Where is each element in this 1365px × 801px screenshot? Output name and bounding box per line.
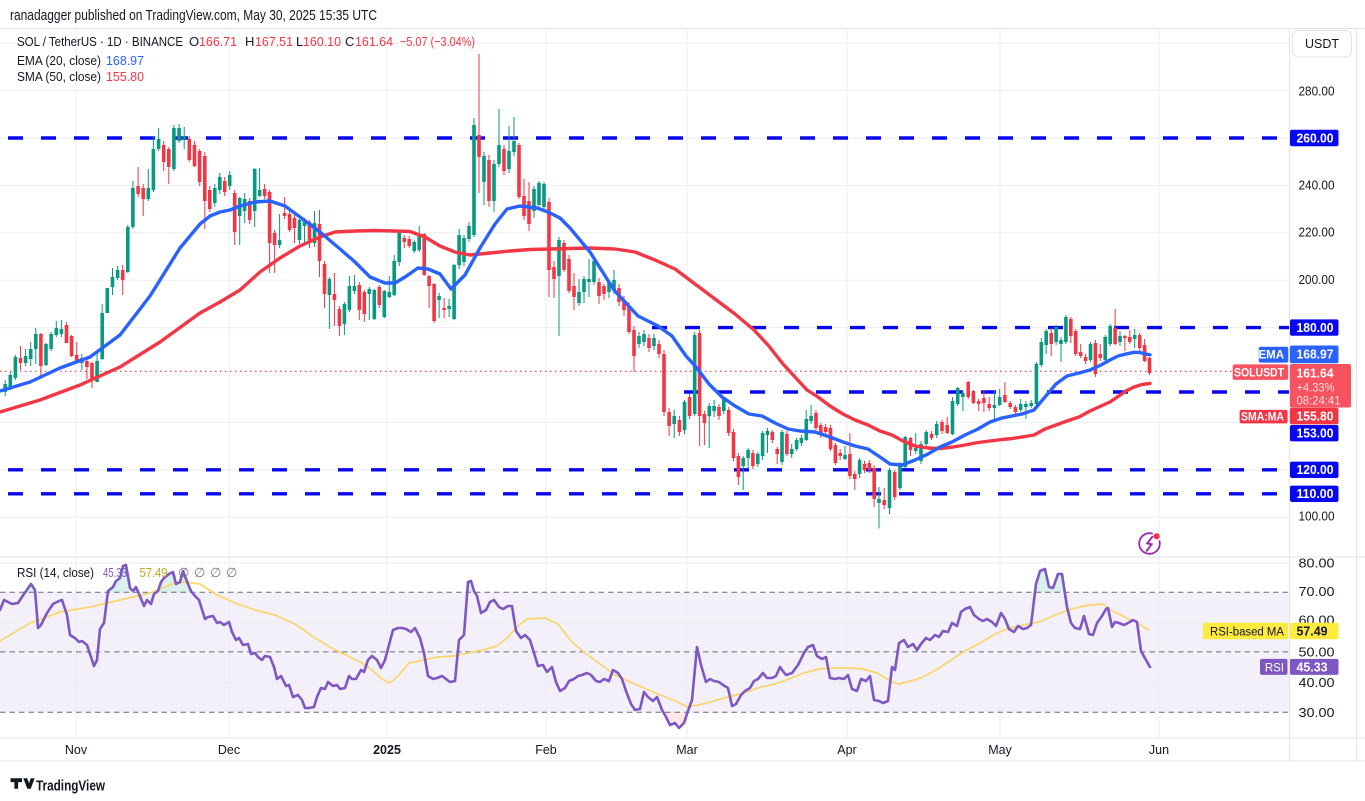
svg-text:120.00: 120.00: [1297, 463, 1334, 477]
svg-text:161.64: 161.64: [1297, 367, 1334, 381]
svg-text:80.00: 80.00: [1299, 557, 1335, 571]
svg-text:240.00: 240.00: [1299, 179, 1335, 193]
svg-text:TradingView: TradingView: [36, 779, 106, 795]
svg-text:−5.07 (−3.04%): −5.07 (−3.04%): [400, 34, 475, 49]
svg-text:30.00: 30.00: [1299, 706, 1335, 720]
svg-text:08:24:41: 08:24:41: [1297, 394, 1341, 408]
svg-text:110.00: 110.00: [1297, 487, 1334, 501]
svg-text:Dec: Dec: [218, 743, 240, 757]
svg-text:45.33: 45.33: [1297, 660, 1328, 674]
svg-text:SOLUSDT: SOLUSDT: [1234, 367, 1284, 379]
svg-text:57.49: 57.49: [1297, 624, 1328, 638]
svg-text:SOL / TetherUS · 1D · BINANCE: SOL / TetherUS · 1D · BINANCE: [17, 34, 183, 49]
svg-text:EMA (20, close): EMA (20, close): [17, 53, 101, 68]
svg-text:57.49: 57.49: [140, 565, 168, 580]
svg-text:260.00: 260.00: [1297, 131, 1334, 145]
svg-text:SMA (50, close): SMA (50, close): [17, 69, 101, 84]
svg-text:Feb: Feb: [535, 743, 557, 757]
svg-text:220.00: 220.00: [1299, 226, 1335, 240]
svg-text:L: L: [296, 34, 303, 49]
svg-text:EMA: EMA: [1258, 350, 1284, 362]
svg-text:+4.33%: +4.33%: [1297, 381, 1335, 395]
svg-text:ranadagger published on Tradin: ranadagger published on TradingView.com,…: [10, 8, 377, 24]
svg-text:C: C: [345, 34, 354, 49]
svg-text:153.00: 153.00: [1297, 427, 1334, 441]
svg-text:70.00: 70.00: [1299, 585, 1335, 599]
svg-text:O: O: [189, 34, 199, 49]
svg-text:166.71: 166.71: [199, 34, 237, 49]
svg-text:Mar: Mar: [676, 743, 698, 757]
svg-text:200.00: 200.00: [1299, 273, 1335, 287]
svg-text:H: H: [245, 34, 254, 49]
svg-text:RSI-based MA: RSI-based MA: [1210, 626, 1284, 638]
svg-text:161.64: 161.64: [355, 34, 393, 49]
svg-text:Jun: Jun: [1149, 743, 1169, 757]
svg-text:∅: ∅: [194, 565, 205, 580]
svg-text:USDT: USDT: [1305, 37, 1339, 51]
svg-text:SMA:MA: SMA:MA: [1241, 412, 1284, 424]
svg-text:50.00: 50.00: [1299, 646, 1335, 660]
svg-text:Nov: Nov: [65, 743, 88, 757]
svg-text:∅: ∅: [210, 565, 221, 580]
svg-text:168.97: 168.97: [1297, 348, 1334, 362]
svg-text:167.51: 167.51: [255, 34, 293, 49]
svg-text:168.97: 168.97: [106, 53, 144, 68]
svg-text:280.00: 280.00: [1299, 85, 1335, 99]
svg-text:155.80: 155.80: [106, 69, 144, 84]
svg-text:∅: ∅: [226, 565, 237, 580]
svg-text:2025: 2025: [373, 743, 401, 757]
svg-text:40.00: 40.00: [1299, 676, 1335, 690]
svg-text:Apr: Apr: [837, 743, 856, 757]
svg-text:100.00: 100.00: [1299, 510, 1335, 524]
svg-text:155.80: 155.80: [1297, 410, 1334, 424]
svg-text:∅: ∅: [178, 565, 189, 580]
svg-text:180.00: 180.00: [1297, 321, 1334, 335]
svg-text:RSI (14, close): RSI (14, close): [17, 565, 94, 580]
svg-text:May: May: [988, 743, 1012, 757]
svg-text:45.33: 45.33: [103, 565, 127, 580]
svg-text:160.10: 160.10: [303, 34, 341, 49]
svg-text:RSI: RSI: [1265, 662, 1284, 674]
